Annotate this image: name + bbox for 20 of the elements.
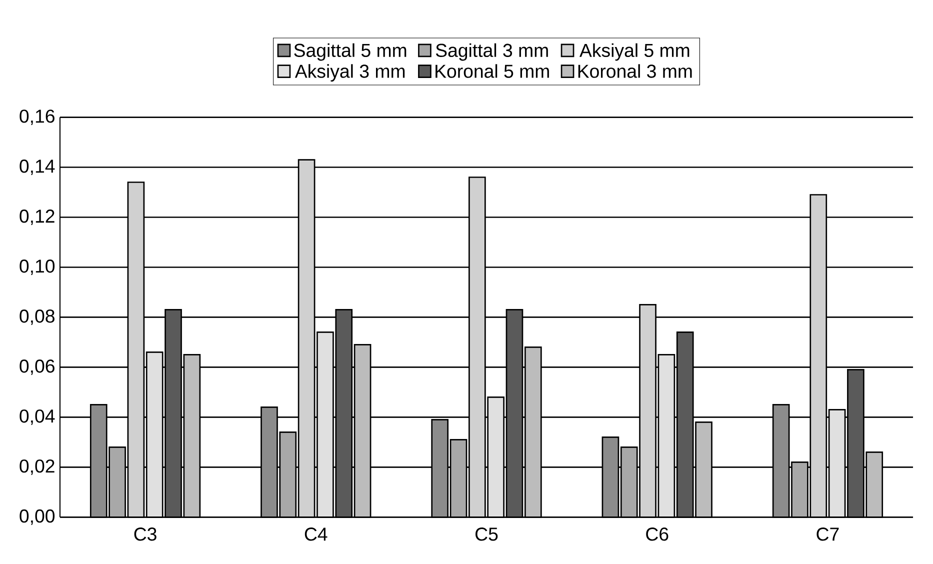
legend-label: Aksiyal 3 mm (294, 64, 405, 82)
legend-label: Koronal 5 mm (436, 64, 549, 78)
y-tick-label: 0,08 (20, 310, 54, 326)
y-tick-label: 0,12 (20, 210, 54, 226)
y-tick-label: 0,10 (20, 260, 55, 276)
x-tick-label: C5 (476, 528, 498, 541)
x-tick-label: C4 (304, 528, 328, 541)
y-tick-label: 0,14 (20, 160, 55, 176)
y-tick-label: 0,02 (20, 460, 54, 475)
legend-label: Sagittal 5 mm (294, 43, 406, 61)
y-tick-label: 0,16 (20, 110, 54, 126)
x-tick-label: C3 (134, 528, 156, 541)
y-tick-label: 0,04 (20, 410, 55, 425)
y-tick-label: 0,06 (20, 360, 54, 375)
legend-label: Sagittal 3 mm (436, 43, 548, 61)
x-tick-label: C6 (646, 528, 668, 541)
legend-label: Koronal 3 mm (578, 64, 692, 78)
x-tick-label: C7 (816, 528, 839, 541)
legend-label: Aksiyal 5 mm (580, 43, 690, 61)
y-tick-label: 0,00 (20, 510, 55, 525)
